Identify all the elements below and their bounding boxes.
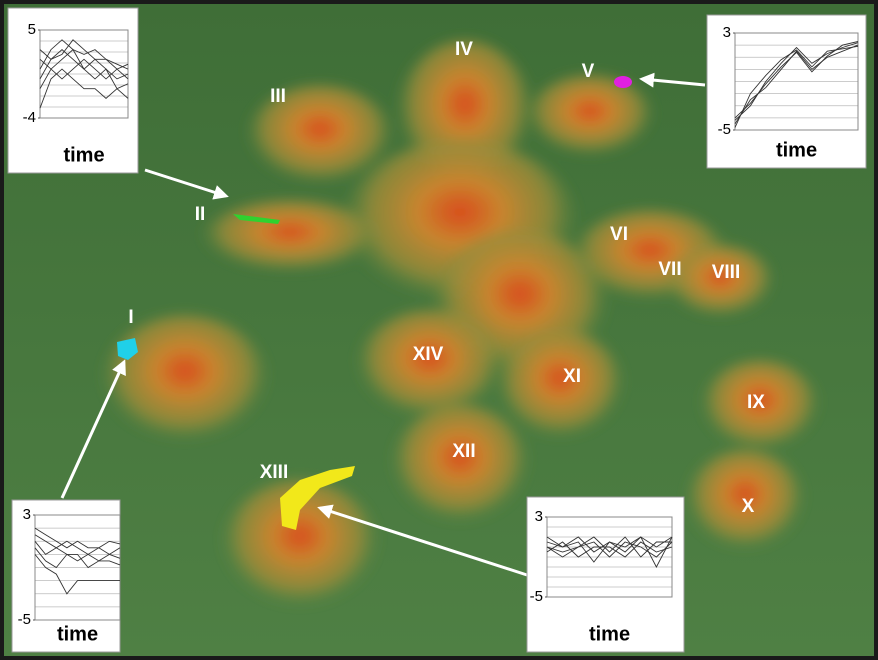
hill xyxy=(200,200,380,280)
cluster-label: VIII xyxy=(712,262,741,283)
cluster-label: XI xyxy=(563,366,581,387)
x-axis-label: time xyxy=(589,623,630,645)
y-tick-label: 3 xyxy=(723,24,731,41)
hill xyxy=(100,315,270,455)
inset-chart: 3 -5 time xyxy=(527,497,684,652)
y-tick-label: 5 xyxy=(28,21,36,38)
inset-chart: 3 -5 time xyxy=(707,15,866,168)
terrain-figure: IIIIIIIVVVIVIIVIIIIXXXIXIIXIIIXIV 5-4tim… xyxy=(0,0,878,660)
cluster-label: I xyxy=(128,307,133,328)
y-tick-label: -4 xyxy=(23,109,36,126)
y-tick-label: -5 xyxy=(530,588,543,605)
y-tick-label: -5 xyxy=(18,611,31,628)
inset-chart: 3 -5 time xyxy=(12,500,120,652)
y-tick-label: -5 xyxy=(718,121,731,138)
cluster-label: IX xyxy=(747,392,765,413)
cluster-label: VI xyxy=(610,224,628,245)
x-axis-label: time xyxy=(57,623,98,645)
cluster-label: XII xyxy=(452,441,475,462)
cluster-label: IV xyxy=(455,39,473,60)
cluster-label: V xyxy=(582,61,595,82)
x-axis-label: time xyxy=(776,139,817,161)
x-axis-label: time xyxy=(63,144,104,166)
hill xyxy=(390,405,530,535)
cluster-label: II xyxy=(195,204,206,225)
y-tick-label: 3 xyxy=(23,506,31,523)
cluster-label: VII xyxy=(658,259,681,280)
inset-chart: 5 -4 time xyxy=(8,8,138,173)
hill xyxy=(665,245,775,325)
hill xyxy=(525,75,655,165)
cluster-label: III xyxy=(270,86,286,107)
cluster-label: XIII xyxy=(260,462,289,483)
y-tick-label: 3 xyxy=(535,508,543,525)
cluster-label: XIV xyxy=(413,344,444,365)
cluster-points xyxy=(614,76,632,88)
cluster-label: X xyxy=(742,496,755,517)
